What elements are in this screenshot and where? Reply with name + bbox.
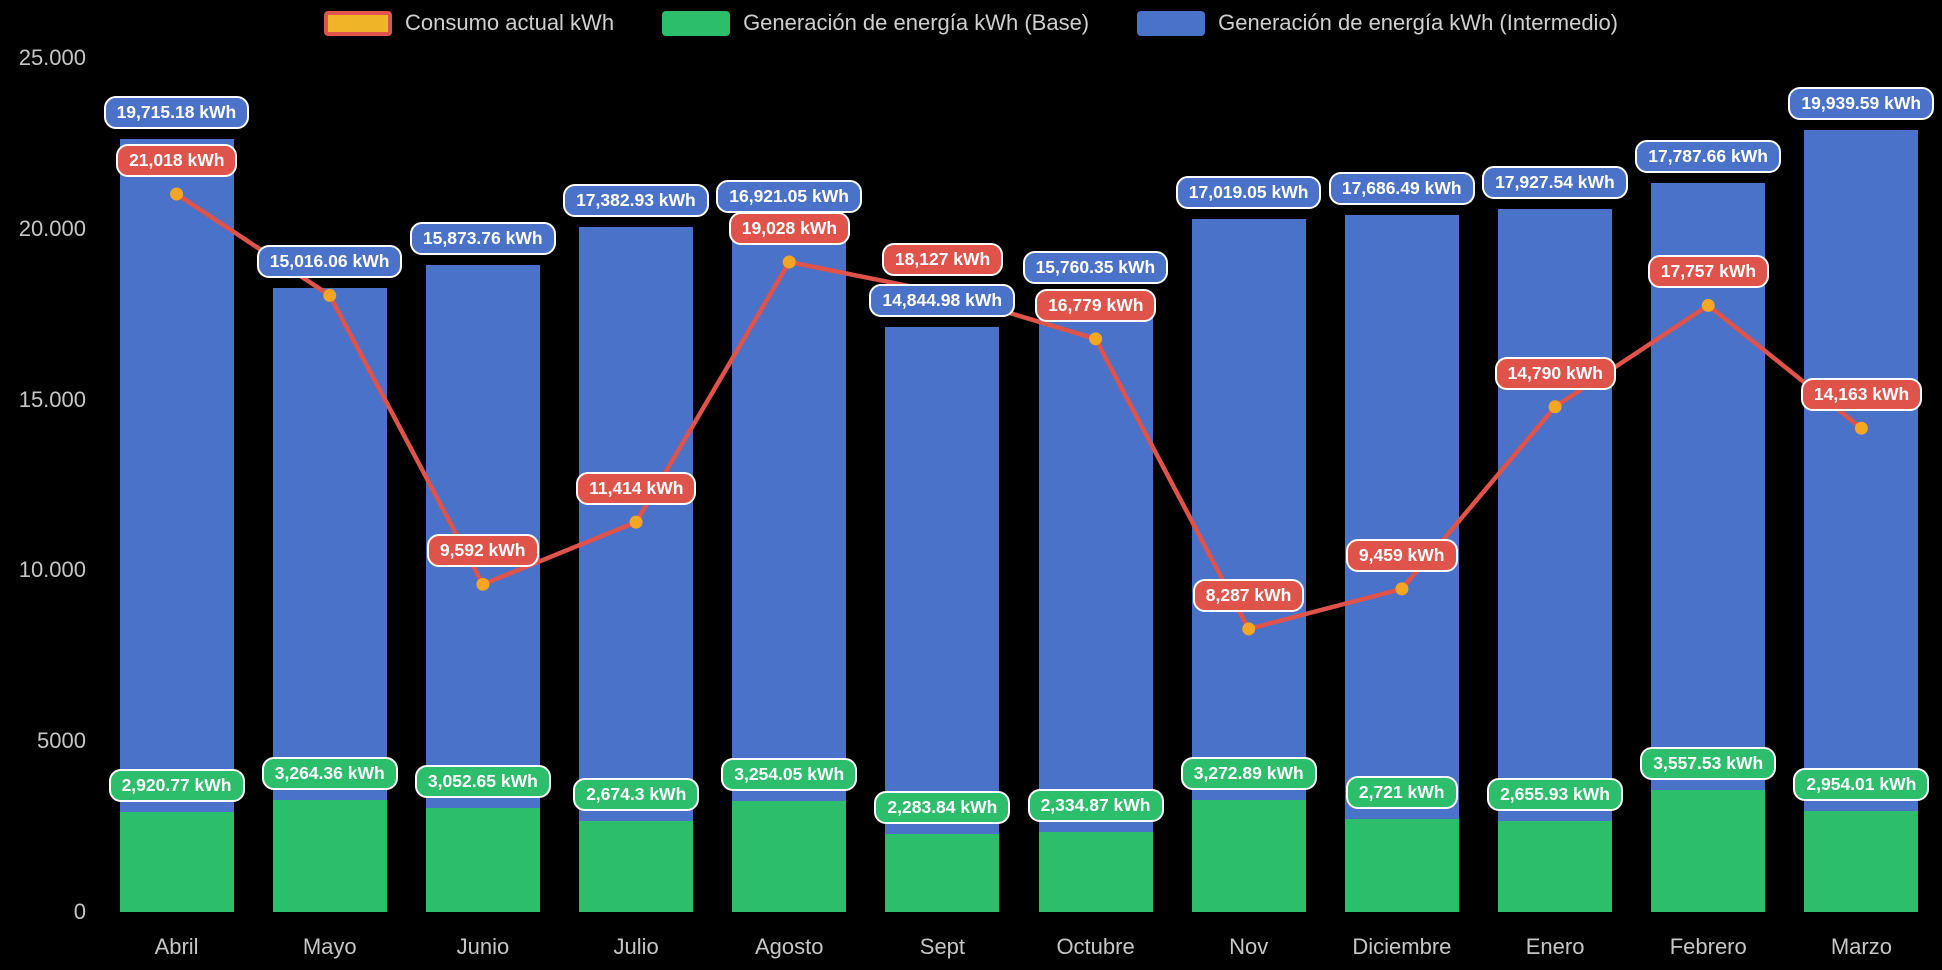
data-label-base-marzo: 2,954.01 kWh xyxy=(1793,768,1930,802)
bar-base-junio[interactable] xyxy=(425,807,540,912)
y-tick-label-10000: 10.000 xyxy=(18,557,86,583)
bar-base-sept[interactable] xyxy=(885,833,1000,912)
bar-intermedio-octubre[interactable] xyxy=(1038,293,1153,833)
bar-base-febrero[interactable] xyxy=(1651,790,1766,912)
data-label-consumo-sept: 18,127 kWh xyxy=(881,242,1004,276)
y-tick-label-25000: 25.000 xyxy=(18,45,86,70)
data-label-intermedio-abril: 19,715.18 kWh xyxy=(103,95,250,129)
data-label-base-abril: 2,920.77 kWh xyxy=(108,769,245,803)
bar-base-diciembre[interactable] xyxy=(1344,819,1459,912)
data-label-consumo-julio: 11,414 kWh xyxy=(576,472,697,506)
x-tick-label-octubre: Octubre xyxy=(1056,934,1135,959)
bar-base-marzo[interactable] xyxy=(1804,811,1919,912)
data-label-consumo-febrero: 17,757 kWh xyxy=(1647,255,1770,289)
data-label-consumo-marzo: 14,163 kWh xyxy=(1800,378,1923,412)
bar-intermedio-abril[interactable] xyxy=(119,138,234,813)
bar-intermedio-diciembre[interactable] xyxy=(1344,214,1459,820)
legend-item-consumo-actual[interactable]: Consumo actual kWh xyxy=(323,10,615,36)
x-tick-label-nov: Nov xyxy=(1229,934,1269,959)
data-label-base-octubre: 2,334.87 kWh xyxy=(1027,789,1164,823)
line-point-marzo[interactable] xyxy=(1854,421,1868,435)
y-tick-label-5000: 5000 xyxy=(37,728,86,754)
data-label-consumo-agosto: 19,028 kWh xyxy=(728,212,851,245)
chart-legend: Consumo actual kWh Generación de energía… xyxy=(0,10,1942,36)
x-tick-label-sept: Sept xyxy=(919,934,966,959)
line-point-agosto[interactable] xyxy=(782,255,796,269)
bar-intermedio-enero[interactable] xyxy=(1498,208,1613,822)
line-point-nov[interactable] xyxy=(1242,622,1256,636)
data-label-intermedio-diciembre: 17,686.49 kWh xyxy=(1328,171,1475,205)
data-label-intermedio-marzo: 19,939.59 kWh xyxy=(1788,86,1935,120)
y-tick-label-0: 0 xyxy=(73,899,86,924)
data-label-consumo-nov: 8,287 kWh xyxy=(1192,578,1305,612)
legend-item-generacion-base[interactable]: Generación de energía kWh (Base) xyxy=(662,10,1089,36)
line-point-febrero[interactable] xyxy=(1701,298,1715,312)
legend-item-generacion-intermedio[interactable]: Generación de energía kWh (Intermedio) xyxy=(1137,10,1618,36)
bar-base-octubre[interactable] xyxy=(1038,832,1153,912)
data-label-consumo-diciembre: 9,459 kWh xyxy=(1345,538,1458,572)
x-tick-label-mayo: Mayo xyxy=(302,934,357,959)
legend-label-intermedio: Generación de energía kWh (Intermedio) xyxy=(1218,10,1619,35)
bar-intermedio-agosto[interactable] xyxy=(732,222,847,801)
data-label-base-nov: 3,272.89 kWh xyxy=(1180,757,1317,791)
line-point-diciembre[interactable] xyxy=(1395,582,1409,596)
bar-intermedio-mayo[interactable] xyxy=(272,287,387,801)
line-point-abril[interactable] xyxy=(170,187,184,201)
bar-base-nov[interactable] xyxy=(1191,800,1306,912)
x-tick-label-marzo: Marzo xyxy=(1830,934,1892,959)
x-tick-label-febrero: Febrero xyxy=(1669,934,1747,959)
data-label-intermedio-junio: 15,873.76 kWh xyxy=(409,222,556,256)
y-tick-label-15000: 15.000 xyxy=(18,386,86,412)
data-label-intermedio-sept: 14,844.98 kWh xyxy=(869,283,1016,317)
legend-swatch-base-icon xyxy=(662,10,731,36)
x-tick-label-abril: Abril xyxy=(154,934,199,959)
legend-swatch-intermedio-icon xyxy=(1137,10,1206,36)
bar-base-abril[interactable] xyxy=(119,812,234,912)
data-label-consumo-octubre: 16,779 kWh xyxy=(1035,288,1157,322)
legend-label-base: Generación de energía kWh (Base) xyxy=(743,10,1090,35)
data-label-consumo-junio: 9,592 kWh xyxy=(426,534,539,568)
data-label-intermedio-julio: 17,382.93 kWh xyxy=(563,183,709,217)
data-label-base-sept: 2,283.84 kWh xyxy=(874,790,1011,824)
legend-swatch-consumo-icon xyxy=(323,10,392,36)
x-tick-label-julio: Julio xyxy=(613,934,659,959)
y-tick-label-20000: 20.000 xyxy=(18,215,86,241)
bar-base-mayo[interactable] xyxy=(272,800,387,912)
bar-intermedio-marzo[interactable] xyxy=(1804,129,1919,812)
line-point-julio[interactable] xyxy=(629,515,643,529)
x-tick-label-diciembre: Diciembre xyxy=(1352,934,1452,959)
legend-label-consumo: Consumo actual kWh xyxy=(404,10,615,35)
data-label-base-agosto: 3,254.05 kWh xyxy=(721,757,858,791)
bar-intermedio-sept[interactable] xyxy=(885,326,1000,834)
data-label-consumo-abril: 21,018 kWh xyxy=(116,144,238,178)
data-label-base-junio: 3,052.65 kWh xyxy=(414,764,551,798)
data-label-intermedio-octubre: 15,760.35 kWh xyxy=(1022,250,1169,284)
data-label-base-enero: 2,655.93 kWh xyxy=(1487,778,1623,812)
x-tick-label-enero: Enero xyxy=(1525,934,1585,959)
x-tick-label-agosto: Agosto xyxy=(754,934,824,959)
x-tick-label-junio: Junio xyxy=(456,934,510,959)
data-label-base-diciembre: 2,721 kWh xyxy=(1345,776,1458,810)
consumption-line xyxy=(174,191,1864,632)
data-label-base-febrero: 3,557.53 kWh xyxy=(1640,747,1777,781)
line-point-junio[interactable] xyxy=(476,577,490,591)
line-point-mayo[interactable] xyxy=(323,288,337,302)
bar-intermedio-nov[interactable] xyxy=(1191,218,1306,801)
data-label-consumo-enero: 14,790 kWh xyxy=(1494,356,1616,390)
data-label-base-mayo: 3,264.36 kWh xyxy=(261,757,398,791)
data-label-intermedio-agosto: 16,921.05 kWh xyxy=(716,179,862,213)
line-point-octubre[interactable] xyxy=(1089,332,1103,346)
bar-base-julio[interactable] xyxy=(579,820,694,912)
data-label-intermedio-febrero: 17,787.66 kWh xyxy=(1635,139,1781,173)
data-label-intermedio-mayo: 15,016.06 kWh xyxy=(256,244,403,278)
line-point-enero[interactable] xyxy=(1548,400,1562,414)
bar-base-agosto[interactable] xyxy=(732,800,847,912)
data-label-intermedio-nov: 17,019.05 kWh xyxy=(1175,175,1322,209)
data-label-base-julio: 2,674.3 kWh xyxy=(573,777,700,811)
bar-base-enero[interactable] xyxy=(1498,821,1613,912)
data-label-intermedio-enero: 17,927.54 kWh xyxy=(1482,165,1628,199)
